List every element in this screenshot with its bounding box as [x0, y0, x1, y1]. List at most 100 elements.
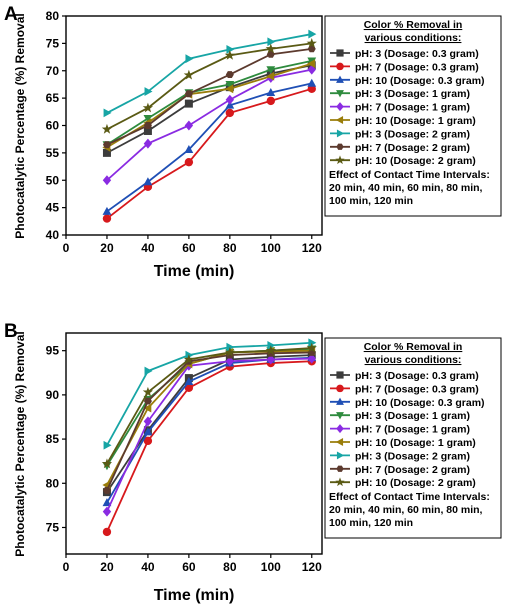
data-point	[102, 175, 112, 186]
legend-marker	[336, 90, 344, 98]
legend-label: pH: 10 (Dosage: 2 gram)	[355, 155, 476, 167]
data-point	[144, 87, 153, 96]
data-point	[143, 416, 153, 427]
series-9	[101, 342, 317, 469]
legend-label: pH: 10 (Dosage: 0.3 gram)	[355, 75, 485, 87]
data-point	[306, 37, 317, 48]
series-line	[106, 87, 313, 220]
data-point	[307, 59, 316, 69]
y-tick-label: 40	[46, 228, 60, 242]
legend-marker	[335, 116, 344, 124]
series-8	[102, 45, 316, 149]
legend-item: pH: 3 (Dosage: 1 gram)	[330, 410, 470, 422]
y-tick-label: 75	[46, 520, 60, 534]
data-point	[224, 347, 235, 357]
y-tick-label: 80	[46, 9, 60, 23]
panel-a-plot-frame	[65, 15, 323, 236]
series-5	[102, 64, 316, 186]
series-line	[106, 68, 312, 181]
series-line	[106, 354, 312, 493]
legend-label: pH: 3 (Dosage: 2 gram)	[355, 128, 470, 140]
series-line	[106, 356, 312, 504]
data-point	[102, 527, 112, 537]
data-point	[266, 50, 275, 58]
x-tick-label: 0	[63, 560, 70, 574]
data-point	[101, 458, 113, 469]
legend-title: various conditions:	[365, 354, 462, 366]
x-tick-label: 80	[223, 241, 237, 255]
legend-marker	[336, 424, 344, 434]
series-7	[103, 338, 317, 450]
series-line	[106, 47, 312, 146]
data-point	[184, 90, 193, 98]
series-3	[102, 78, 317, 215]
data-point	[265, 43, 276, 54]
data-point	[102, 498, 112, 507]
data-point	[225, 71, 234, 79]
series-line	[106, 357, 312, 512]
legend-marker	[336, 62, 344, 71]
y-tick-label: 80	[46, 476, 60, 490]
data-point	[143, 397, 152, 405]
data-point	[185, 350, 194, 360]
x-tick-label: 100	[261, 241, 281, 255]
legend-item: pH: 7 (Dosage: 2 gram)	[330, 464, 470, 476]
data-point	[184, 383, 194, 393]
data-point	[225, 356, 235, 367]
legend-label: pH: 7 (Dosage: 2 gram)	[355, 464, 470, 476]
data-point	[184, 99, 193, 108]
data-point	[184, 120, 194, 131]
data-point	[142, 102, 154, 113]
data-point	[225, 81, 235, 90]
legend-note-line: 20 min, 40 min, 60 min, 80 min,	[329, 504, 483, 516]
legend-label: pH: 10 (Dosage: 2 gram)	[355, 477, 476, 489]
data-point	[102, 206, 112, 215]
data-point	[307, 78, 317, 87]
legend-note-line: 20 min, 40 min, 60 min, 80 min,	[329, 182, 483, 194]
panel-b-series	[101, 338, 317, 537]
data-point	[308, 29, 317, 39]
legend-item: pH: 3 (Dosage: 2 gram)	[330, 450, 470, 462]
data-point	[184, 144, 194, 153]
legend-marker	[336, 143, 344, 150]
data-point	[102, 506, 112, 517]
legend-marker	[336, 102, 344, 112]
y-tick-label: 50	[46, 173, 60, 187]
legend-marker	[335, 477, 345, 487]
data-point	[183, 354, 195, 364]
panel-b-ticks: 0 20 40 60 80 100 120 75 80 85 90 95	[46, 344, 322, 574]
series-line	[106, 351, 312, 491]
x-tick-label: 100	[261, 560, 281, 574]
panel-a-letter: A	[4, 4, 18, 25]
y-tick-label: 60	[46, 119, 60, 133]
data-point	[101, 123, 113, 134]
legend-item: pH: 10 (Dosage: 1 gram)	[330, 437, 476, 449]
legend-label: pH: 10 (Dosage: 1 gram)	[355, 115, 476, 127]
series-line	[106, 82, 312, 213]
series-line	[106, 347, 312, 465]
legend-item: pH: 10 (Dosage: 1 gram)	[330, 115, 476, 127]
legend-marker	[336, 371, 344, 379]
legend-label: pH: 7 (Dosage: 0.3 gram)	[355, 383, 479, 395]
data-point	[307, 45, 316, 53]
y-tick-label: 65	[46, 91, 60, 105]
x-tick-label: 40	[141, 560, 155, 574]
series-line	[106, 42, 312, 131]
data-point	[143, 114, 153, 123]
data-point	[184, 157, 194, 167]
legend-title: Color % Removal in	[364, 341, 463, 353]
legend-marker	[336, 397, 344, 405]
legend-item: pH: 7 (Dosage: 1 gram)	[330, 424, 470, 436]
panel-b-legend-box	[324, 337, 502, 539]
legend-label: pH: 7 (Dosage: 2 gram)	[355, 142, 470, 154]
series-7	[103, 29, 317, 118]
data-point	[142, 386, 154, 397]
panel-a-x-axis-title: Time (min)	[154, 263, 235, 280]
y-tick-label: 55	[46, 146, 60, 160]
data-point	[266, 96, 275, 106]
panel-b-plot-frame	[65, 332, 323, 555]
data-point	[103, 108, 112, 118]
series-line	[106, 33, 312, 114]
legend-label: pH: 10 (Dosage: 0.3 gram)	[355, 397, 485, 409]
data-point	[266, 66, 276, 75]
